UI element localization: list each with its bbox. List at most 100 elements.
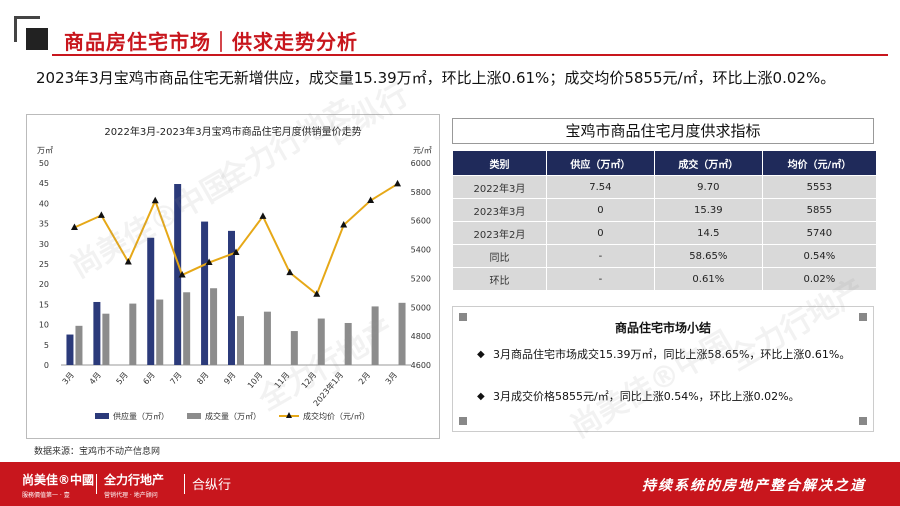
left-axis-tick-label: 5 [44, 341, 49, 350]
table-title: 宝鸡市商品住宅月度供求指标 [452, 118, 874, 144]
summary-text: 2023年3月宝鸡市商品住宅无新增供应，成交量15.39万㎡，环比上涨0.61%… [36, 69, 836, 87]
sales-bar [210, 288, 218, 365]
sales-bar [237, 316, 244, 365]
legend-price-label: 成交均价（元/㎡） [303, 411, 370, 421]
indicator-table: 类别 供应（万㎡） 成交（万㎡） 均价（元/㎡） 2022年3月 7.54 9.… [452, 150, 878, 291]
x-axis-tick-label: 9月 [222, 371, 237, 387]
diamond-bullet-icon: ◆ [477, 349, 485, 360]
right-axis-tick-label: 5000 [411, 303, 431, 312]
sales-bar [290, 331, 298, 365]
sales-bar [102, 313, 110, 365]
sales-bar [344, 322, 352, 365]
left-axis-tick-label: 45 [39, 179, 49, 188]
table-header-cell: 成交（万㎡） [653, 150, 763, 176]
right-axis-tick-label: 5800 [411, 188, 431, 197]
table-header-cell: 均价（元/㎡） [761, 150, 878, 176]
table-header-cell: 供应（万㎡） [545, 150, 655, 176]
footer-divider [184, 474, 185, 494]
sales-bar [263, 311, 271, 365]
corner-square-decoration [859, 417, 867, 425]
left-axis-tick-label: 0 [44, 361, 49, 370]
sales-bar [183, 292, 191, 365]
table-cell: 5740 [761, 221, 878, 245]
right-axis-tick-label: 6000 [411, 159, 431, 168]
table-header-row: 类别 供应（万㎡） 成交（万㎡） 均价（元/㎡） [452, 150, 878, 176]
x-axis-tick-label: 5月 [115, 371, 130, 387]
table-row: 2023年2月 0 14.5 5740 [452, 221, 878, 245]
right-axis-tick-label: 5200 [411, 274, 431, 283]
supply-bar [93, 301, 101, 365]
sales-bar [75, 325, 83, 365]
price-point-marker [178, 270, 186, 278]
brand-logo-text: 全力行地产 [104, 473, 165, 487]
price-point-marker [205, 258, 213, 266]
price-point-marker [367, 196, 375, 204]
footer-slogan: 持续系统的房地产整合解决之道 [642, 478, 866, 494]
x-axis-tick-label: 10月 [246, 371, 265, 391]
price-point-marker [124, 257, 132, 265]
brand-logo-hezongxing: 合纵行 [192, 478, 232, 493]
table-cell: 7.54 [545, 175, 655, 199]
left-axis-tick-label: 15 [39, 300, 49, 309]
table-cell: 0 [545, 221, 655, 245]
corner-square-decoration [459, 313, 467, 321]
conclusion-title: 商品住宅市场小结 [614, 321, 711, 335]
right-axis-tick-label: 4800 [411, 332, 431, 341]
legend-sales-swatch [187, 413, 201, 419]
price-line [74, 183, 399, 296]
corner-square-decoration [459, 417, 467, 425]
brand-logo-quanlixing: 全力行地产 营销代理 · 地产顾问 [104, 471, 164, 499]
supply-bar [174, 184, 182, 365]
x-axis-tick-label: 6月 [141, 371, 156, 387]
conclusion-panel: 商品住宅市场小结 ◆ 3月商品住宅市场成交15.39万㎡，同比上涨58.65%，… [452, 306, 874, 432]
sales-bar [129, 303, 137, 365]
sales-bar [398, 302, 406, 365]
title-square-decoration [26, 28, 48, 50]
table-header-cell: 类别 [452, 150, 547, 176]
left-axis-tick-label: 30 [39, 240, 49, 249]
table-cell: 环比 [452, 267, 547, 291]
price-point-marker [340, 221, 348, 228]
table-cell: 15.39 [653, 198, 763, 222]
price-point-marker [394, 179, 402, 187]
supply-bar [201, 221, 209, 365]
table-cell: 2023年2月 [452, 221, 547, 245]
left-axis-unit: 万㎡ [37, 146, 53, 155]
price-point-marker [97, 211, 105, 218]
price-point-marker [232, 248, 240, 255]
supply-bar [147, 237, 155, 365]
table-cell: 0.02% [761, 267, 878, 291]
brand-logo-subtext: 营销代理 · 地产顾问 [104, 492, 158, 499]
table-row: 2023年3月 0 15.39 5855 [452, 198, 878, 222]
left-axis-tick-label: 25 [39, 260, 49, 269]
brand-logo-shangmeijia: 尚美佳®中國 服務價值第一 · 壹 [22, 471, 94, 499]
table-cell: 0.61% [653, 267, 763, 291]
table-cell: 5553 [761, 175, 878, 199]
table-cell: 0.54% [761, 244, 878, 268]
left-axis-tick-label: 35 [39, 220, 49, 229]
x-axis-tick-label: 7月 [168, 371, 183, 387]
legend-supply-label: 供应量（万㎡） [113, 411, 169, 421]
sales-bar [317, 318, 325, 365]
chart-title: 2022年3月-2023年3月宝鸡市商品住宅月度供销量价走势 [104, 125, 361, 138]
sales-bar [371, 306, 379, 365]
table-cell: 9.70 [653, 175, 763, 199]
chart-panel: 2022年3月-2023年3月宝鸡市商品住宅月度供销量价走势 万㎡ 元/㎡ 0 5 10 1… [26, 114, 440, 439]
table-cell: 同比 [452, 244, 547, 268]
legend-price-marker [286, 412, 292, 418]
x-axis-tick-label: 8月 [195, 371, 210, 387]
conclusion-item-text: 3月成交价格5855元/㎡，同比上涨0.54%，环比上涨0.02%。 [493, 390, 800, 403]
sales-bar [156, 299, 164, 365]
price-point-marker [286, 268, 294, 276]
table-cell: 5855 [761, 198, 878, 222]
right-axis-tick-label: 5600 [411, 217, 431, 226]
title-corner-decoration [14, 16, 40, 42]
x-axis-tick-label: 3月 [384, 371, 399, 387]
legend-supply-swatch [95, 413, 109, 419]
conclusion-item-text: 3月商品住宅市场成交15.39万㎡，同比上涨58.65%，环比上涨0.61%。 [493, 348, 851, 361]
diamond-bullet-icon: ◆ [477, 391, 485, 402]
conclusion-item: ◆ 3月成交价格5855元/㎡，同比上涨0.54%，环比上涨0.02%。 [477, 387, 863, 406]
corner-square-decoration [859, 313, 867, 321]
supply-bar [228, 230, 235, 365]
